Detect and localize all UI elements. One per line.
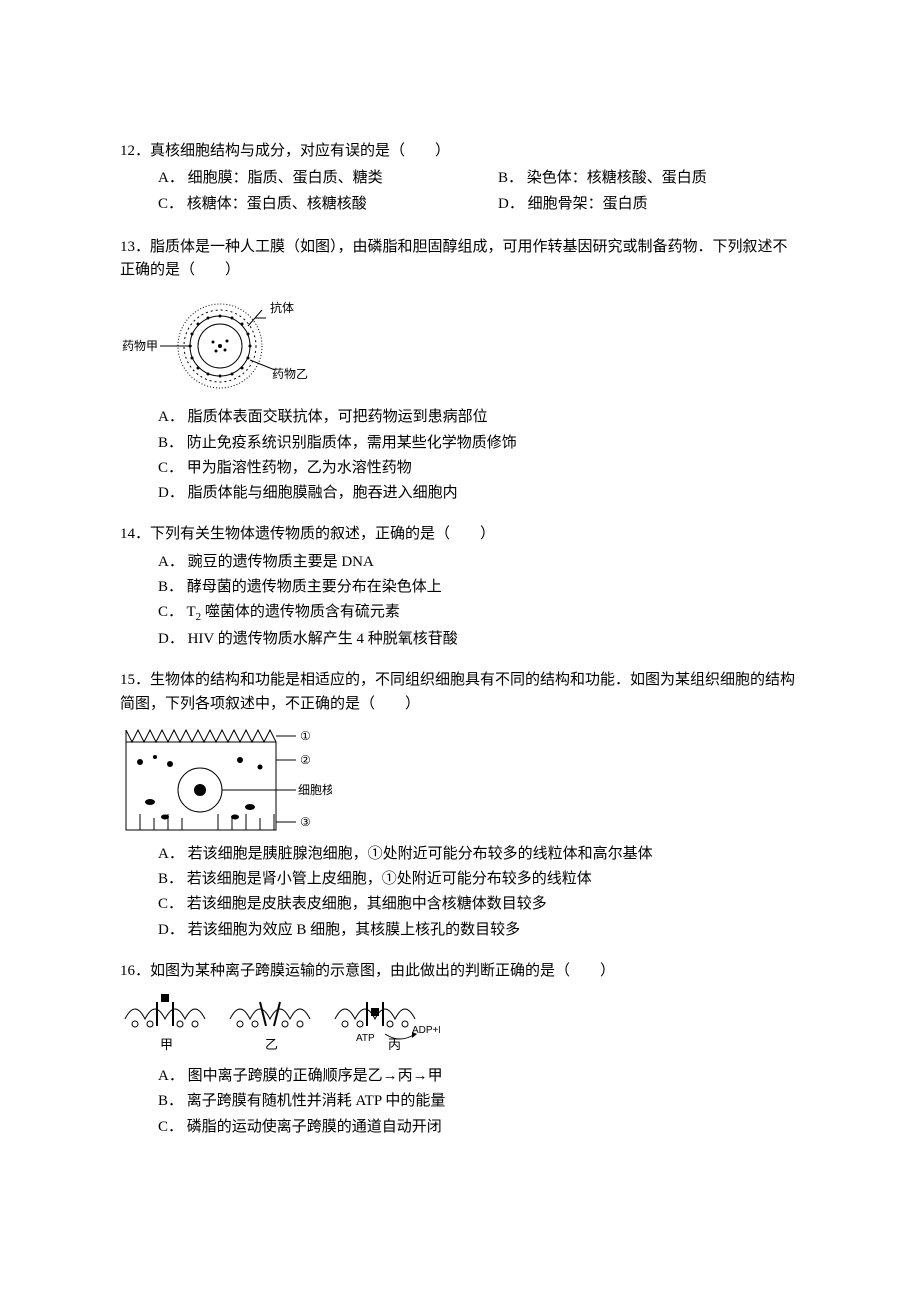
q16-options: A． 图中离子跨膜的正确顺序是乙→丙→甲 B． 离子跨膜有随机性并消耗 ATP …: [120, 1065, 800, 1139]
q16-figure: 甲 乙 丙 ATP ADP+Pi: [120, 989, 800, 1059]
q16-opt-a: A． 图中离子跨膜的正确顺序是乙→丙→甲: [120, 1065, 800, 1088]
q14-opt-c-post: 噬菌体的遗传物质含有硫元素: [201, 604, 400, 620]
q12-stem: 12．真核细胞结构与成分，对应有误的是（ ）: [120, 140, 800, 163]
q15-opt-d: D． 若该细胞为效应 B 细胞，其核膜上核孔的数目较多: [120, 919, 800, 942]
q13-stem: 13．脂质体是一种人工膜（如图），由磷脂和胆固醇组成，可用作转基因研究或制备药物…: [120, 236, 800, 283]
q15-figure: ① ② 细胞核 ③: [120, 722, 800, 837]
q12-opt-c: C． 核糖体：蛋白质、核糖核酸: [120, 193, 460, 216]
q14-opt-d: D． HIV 的遗传物质水解产生 4 种脱氧核苷酸: [120, 628, 800, 651]
q14-stem: 14．下列有关生物体遗传物质的叙述，正确的是（ ）: [120, 523, 800, 546]
question-15: 15．生物体的结构和功能是相适应的，不同组织细胞具有不同的结构和功能．如图为某组…: [120, 669, 800, 942]
question-12: 12．真核细胞结构与成分，对应有误的是（ ） A． 细胞膜：脂质、蛋白质、糖类 …: [120, 140, 800, 218]
q15-opt-c: C． 若该细胞是皮肤表皮细胞，其细胞中含核糖体数目较多: [120, 893, 800, 916]
q14-opt-c-pre: C． T: [158, 604, 196, 620]
q12-opt-a: A． 细胞膜：脂质、蛋白质、糖类: [120, 167, 460, 190]
q13-label-drugB: 药物乙: [272, 367, 308, 381]
question-13: 13．脂质体是一种人工膜（如图），由磷脂和胆固醇组成，可用作转基因研究或制备药物…: [120, 236, 800, 506]
q13-opt-d: D． 脂质体能与细胞膜融合，胞吞进入细胞内: [120, 482, 800, 505]
page-root: 12．真核细胞结构与成分，对应有误的是（ ） A． 细胞膜：脂质、蛋白质、糖类 …: [0, 0, 920, 1302]
q14-opt-b: B． 酵母菌的遗传物质主要分布在染色体上: [120, 576, 800, 599]
q15-label-nucleus: 细胞核: [298, 783, 332, 797]
q16-label-adp: ADP+Pi: [412, 1025, 440, 1036]
q12-options: A． 细胞膜：脂质、蛋白质、糖类 B． 染色体：核糖核酸、蛋白质 C． 核糖体：…: [120, 167, 800, 218]
q15-label-3: ③: [300, 815, 311, 829]
q15-label-1: ①: [300, 729, 311, 743]
q13-figure: 抗体 药物甲 药物乙: [120, 288, 800, 400]
q14-opt-a: A． 豌豆的遗传物质主要是 DNA: [120, 551, 800, 574]
q15-opt-a: A． 若该细胞是胰脏腺泡细胞，①处附近可能分布较多的线粒体和高尔基体: [120, 843, 800, 866]
q12-opt-b: B． 染色体：核糖核酸、蛋白质: [460, 167, 800, 190]
question-16: 16．如图为某种离子跨膜运输的示意图，由此做出的判断正确的是（ ）: [120, 960, 800, 1139]
q13-options: A． 脂质体表面交联抗体，可把药物运到患病部位 B． 防止免疫系统识别脂质体，需…: [120, 406, 800, 505]
q14-options: A． 豌豆的遗传物质主要是 DNA B． 酵母菌的遗传物质主要分布在染色体上 C…: [120, 551, 800, 652]
q16-opt-c: C． 磷脂的运动使离子跨膜的通道自动开闭: [120, 1116, 800, 1139]
q14-opt-c: C． T2 噬菌体的遗传物质含有硫元素: [120, 601, 800, 626]
q12-opt-d: D． 细胞骨架：蛋白质: [460, 193, 800, 216]
q13-opt-b: B． 防止免疫系统识别脂质体，需用某些化学物质修饰: [120, 432, 800, 455]
q16-stem: 16．如图为某种离子跨膜运输的示意图，由此做出的判断正确的是（ ）: [120, 960, 800, 983]
q13-opt-c: C． 甲为脂溶性药物，乙为水溶性药物: [120, 457, 800, 480]
q16-label-jia: 甲: [160, 1037, 173, 1052]
q16-opt-b: B． 离子跨膜有随机性并消耗 ATP 中的能量: [120, 1090, 800, 1113]
q16-label-bing: 丙: [388, 1037, 401, 1052]
q15-label-2: ②: [300, 753, 311, 767]
q13-opt-a: A． 脂质体表面交联抗体，可把药物运到患病部位: [120, 406, 800, 429]
q16-label-atp: ATP: [356, 1033, 375, 1044]
q16-label-yi: 乙: [265, 1037, 278, 1052]
q13-label-antibody: 抗体: [270, 300, 294, 315]
q13-label-drugA: 药物甲: [122, 339, 158, 353]
q15-stem: 15．生物体的结构和功能是相适应的，不同组织细胞具有不同的结构和功能．如图为某组…: [120, 669, 800, 716]
question-14: 14．下列有关生物体遗传物质的叙述，正确的是（ ） A． 豌豆的遗传物质主要是 …: [120, 523, 800, 651]
q15-options: A． 若该细胞是胰脏腺泡细胞，①处附近可能分布较多的线粒体和高尔基体 B． 若该…: [120, 843, 800, 942]
q15-opt-b: B． 若该细胞是肾小管上皮细胞，①处附近可能分布较多的线粒体: [120, 868, 800, 891]
